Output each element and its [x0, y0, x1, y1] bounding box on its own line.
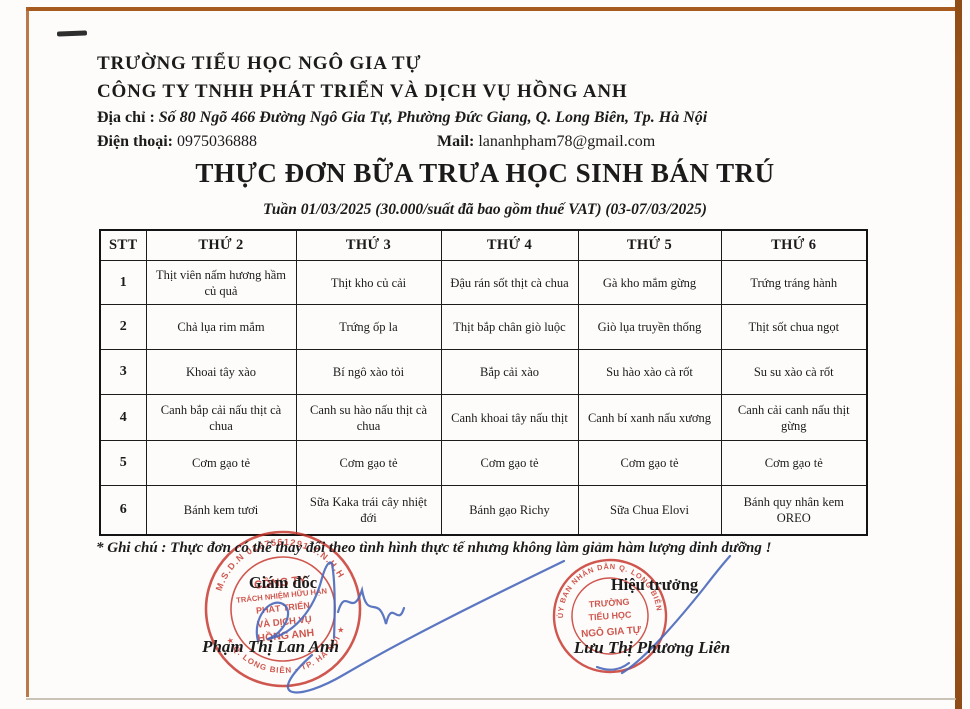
column-header-tue: THỨ 3 [295, 229, 442, 261]
menu-cell: Bí ngô xào tỏi [295, 349, 442, 395]
phone-label: Điện thoại: [97, 133, 173, 150]
table-row: 6 Bánh kem tươi Sữa Kaka trái cây nhiệt … [99, 485, 868, 535]
menu-cell: Khoai tây xào [145, 349, 297, 395]
menu-cell: Thịt viên nấm hương hầm củ quả [145, 260, 297, 305]
menu-cell: Cơm gạo tẻ [295, 440, 442, 486]
menu-cell: Su hào xào cà rốt [577, 349, 722, 395]
mail-line: Mail: lananhpham78@gmail.com [437, 133, 655, 151]
address-label: Địa chỉ : [97, 109, 155, 126]
table-row: 5 Cơm gạo tẻ Cơm gạo tẻ Cơm gạo tẻ Cơm g… [99, 440, 868, 486]
menu-cell: Bánh gạo Richy [440, 485, 579, 535]
director-name: Phạm Thị Lan Anh [202, 637, 339, 656]
menu-cell: Bắp cải xào [440, 349, 579, 395]
menu-cell: Bánh quy nhân kem OREO [720, 485, 868, 535]
school-name: TRƯỜNG TIỂU HỌC NGÔ GIA TỰ [97, 53, 422, 74]
menu-cell: Canh su hào nấu thịt cà chua [295, 394, 442, 441]
mail-value: lananhpham78@gmail.com [478, 133, 656, 150]
menu-cell: Su su xào cà rốt [720, 349, 868, 395]
menu-cell: Cơm gạo tẻ [145, 440, 297, 486]
table-row: 4 Canh bắp cải nấu thịt cà chua Canh su … [99, 394, 868, 441]
menu-cell: Đậu rán sốt thịt cà chua [440, 260, 579, 305]
menu-cell: Thịt sốt chua ngọt [720, 304, 868, 350]
menu-cell: Bánh kem tươi [145, 485, 297, 535]
scan-edge-right [955, 0, 962, 709]
menu-cell: Sữa Chua Elovi [577, 485, 722, 535]
director-role-label: Giám đốc [248, 573, 318, 592]
row-number: 2 [99, 304, 147, 350]
address-value: Số 80 Ngõ 466 Đường Ngô Gia Tự, Phường Đ… [158, 109, 708, 126]
stamp-line: TRƯỜNG [588, 596, 629, 610]
menu-cell: Canh khoai tây nấu thịt [440, 394, 579, 441]
table-row: 1 Thịt viên nấm hương hầm củ quả Thịt kh… [99, 260, 868, 305]
menu-cell: Canh bắp cải nấu thịt cà chua [145, 394, 297, 441]
menu-cell: Cơm gạo tẻ [577, 440, 722, 486]
school-stamp: ỦY BAN NHÂN DÂN Q. LONG BIÊN TRƯỜNG TIỂU… [552, 558, 668, 674]
document-title: THỰC ĐƠN BỮA TRƯA HỌC SINH BÁN TRÚ [195, 158, 775, 188]
column-header-thu: THỨ 5 [577, 229, 722, 261]
menu-cell: Thịt kho củ cải [295, 260, 442, 305]
menu-cell: Canh cải canh nấu thịt gừng [720, 394, 868, 441]
scan-edge-left [26, 7, 29, 697]
footnote: * Ghi chú : Thực đơn có thể thay đổi the… [96, 540, 772, 556]
row-number: 6 [99, 485, 147, 535]
menu-cell: Canh bí xanh nấu xương [577, 394, 722, 441]
menu-cell: Cơm gạo tẻ [440, 440, 579, 486]
stamp-line: TIỂU HỌC [588, 608, 632, 622]
column-header-wed: THỨ 4 [440, 229, 579, 261]
menu-cell: Trứng ốp la [295, 304, 442, 350]
column-header-stt: STT [99, 229, 147, 261]
menu-table: STT THỨ 2 THỨ 3 THỨ 4 THỨ 5 THỨ 6 1 Thịt… [99, 229, 868, 536]
table-row: 2 Chả lụa rim mắm Trứng ốp la Thịt bắp c… [99, 304, 868, 350]
column-header-fri: THỨ 6 [720, 229, 868, 261]
pen-dash-mark [56, 30, 88, 37]
row-number: 3 [99, 349, 147, 395]
row-number: 1 [99, 260, 147, 305]
menu-cell: Trứng tráng hành [720, 260, 868, 305]
menu-table-container: STT THỨ 2 THỨ 3 THỨ 4 THỨ 5 THỨ 6 1 Thịt… [99, 229, 868, 536]
menu-cell: Thịt bắp chân giò luộc [440, 304, 579, 350]
phone-line: Điện thoại: 0975036888 [97, 133, 257, 151]
menu-cell: Gà kho mắm gừng [577, 260, 722, 305]
menu-cell: Chả lụa rim mắm [145, 304, 297, 350]
principal-name: Lưu Thị Phương Liên [573, 638, 731, 657]
menu-cell: Sữa Kaka trái cây nhiệt đới [295, 485, 442, 535]
table-row: 3 Khoai tây xào Bí ngô xào tỏi Bắp cải x… [99, 349, 868, 395]
mail-label: Mail: [437, 133, 475, 150]
company-name: CÔNG TY TNHH PHÁT TRIỂN VÀ DỊCH VỤ HỒNG … [97, 81, 628, 102]
phone-value: 0975036888 [177, 133, 257, 150]
principal-role-label: Hiệu trưởng [610, 575, 699, 594]
column-header-mon: THỨ 2 [145, 229, 297, 261]
row-number: 4 [99, 394, 147, 441]
menu-cell: Cơm gạo tẻ [720, 440, 868, 486]
row-number: 5 [99, 440, 147, 486]
menu-cell: Giò lụa truyền thống [577, 304, 722, 350]
scan-edge-bottom [26, 698, 956, 700]
document-subtitle: Tuần 01/03/2025 (30.000/suất đã bao gồm … [263, 201, 707, 218]
table-header-row: STT THỨ 2 THỨ 3 THỨ 4 THỨ 5 THỨ 6 [99, 229, 868, 261]
address-line: Địa chỉ : Số 80 Ngõ 466 Đường Ngô Gia Tự… [97, 109, 707, 127]
scan-edge-top [26, 7, 958, 11]
